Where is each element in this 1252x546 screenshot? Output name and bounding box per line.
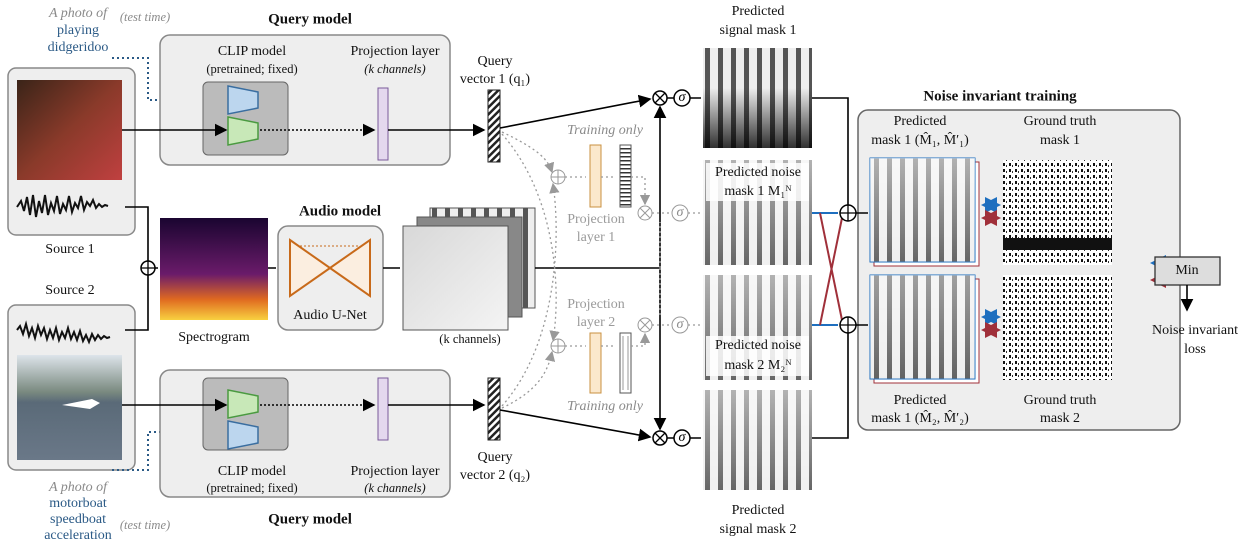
nit-title: Noise invariant training [923, 88, 1077, 104]
spectrogram [160, 218, 268, 320]
query-vector-label: Query [478, 450, 513, 465]
text-query-line: speedboat [50, 512, 106, 527]
text-query-line: didgeridoo [48, 40, 109, 55]
arrow [820, 213, 842, 320]
mask-label: Predicted [732, 4, 785, 19]
projection-label: layer 1 [577, 230, 615, 245]
pred-label: mask 1 (M̂₁, M̂′₁) [871, 132, 969, 149]
source-label: Source 2 [45, 283, 94, 298]
mask-label: Predicted noise [715, 338, 801, 353]
query-vector [488, 90, 500, 162]
mask-shade [870, 158, 975, 262]
query-vector-label: vector 2 (q₂) [460, 468, 531, 483]
feature-map [403, 226, 508, 330]
min-label: Min [1175, 263, 1198, 278]
query-vector-label: vector 1 (q₁) [460, 72, 531, 87]
mask-label: signal mask 2 [720, 522, 797, 537]
mask-label: signal mask 1 [720, 23, 797, 38]
mask-label: mask 1 M₁ᴺ [724, 184, 792, 199]
arrow [667, 98, 701, 438]
query-vector-label: Query [478, 54, 513, 69]
text-query-line: acceleration [44, 528, 112, 543]
unet-label: Audio U-Net [293, 308, 367, 323]
arrow [565, 177, 645, 204]
sigma: σ [679, 430, 687, 445]
spectrogram-label: Spectrogram [178, 330, 250, 345]
query-model-title: Query model [268, 511, 352, 527]
projection-label: Projection [567, 212, 625, 227]
train-arrow [502, 132, 552, 172]
noise-vector [620, 145, 631, 207]
clip-label: CLIP model [218, 464, 286, 479]
projection-label: Projection [567, 297, 625, 312]
text-query: A photo of motorboat speedboat accelerat… [44, 480, 170, 543]
projection-layer [378, 88, 388, 160]
mask-shade [870, 275, 975, 379]
text-query-line: A photo of [48, 480, 109, 495]
pred-label: mask 1 (M̂₂, M̂′₂) [871, 410, 969, 427]
noise-vector [620, 333, 631, 393]
photo [17, 355, 122, 460]
text-query-line: motorboat [49, 496, 107, 511]
audio-model-title: Audio model [299, 203, 381, 219]
mask-shade [703, 48, 812, 148]
pred-label: Predicted [894, 114, 947, 129]
loss-label: loss [1184, 342, 1206, 357]
projection-label: layer 2 [577, 315, 615, 330]
clip-note: (pretrained; fixed) [206, 481, 297, 495]
arrow [820, 218, 842, 325]
source-label: Source 1 [45, 242, 94, 257]
mask-label: mask 2 M₂ᴺ [724, 358, 792, 373]
projection-label: Projection layer [350, 44, 439, 59]
gt-band [1003, 238, 1112, 250]
photo [17, 80, 122, 180]
train-arrow [502, 352, 552, 408]
gt-label: mask 2 [1040, 411, 1080, 426]
projection-label: Projection layer [350, 464, 439, 479]
clip-note: (pretrained; fixed) [206, 62, 297, 76]
sigma: σ [679, 90, 687, 105]
gt-label: Ground truth [1024, 393, 1097, 408]
text-query-line: playing [57, 23, 99, 38]
channels-label: (k channels) [439, 332, 500, 346]
training-only: Training only [567, 123, 644, 138]
arrow [812, 98, 848, 205]
loss-label: Noise invariant [1152, 323, 1238, 338]
mask-label: Predicted noise [715, 165, 801, 180]
arrow [812, 333, 848, 438]
arrow [565, 334, 645, 346]
projection-note: (k channels) [364, 481, 425, 495]
pred-label: Predicted [894, 393, 947, 408]
query-vector [488, 378, 500, 440]
sigma: σ [677, 205, 685, 220]
training-only: Training only [567, 399, 644, 414]
projection-note: (k channels) [364, 62, 425, 76]
query-model-title: Query model [268, 11, 352, 27]
gt-label: mask 1 [1040, 133, 1080, 148]
diagram: A photo of playing didgeridoo (test time… [0, 0, 1252, 546]
sigma: σ [677, 317, 685, 332]
projection-layer [590, 145, 601, 207]
mask-label: Predicted [732, 503, 785, 518]
projection-layer [378, 378, 388, 440]
projection-layer [590, 333, 601, 393]
gt-mask [1003, 275, 1112, 380]
text-query-line: A photo of [48, 6, 109, 21]
mask-shade [703, 390, 812, 490]
test-time: (test time) [120, 10, 170, 24]
test-time: (test time) [120, 518, 170, 532]
clip-label: CLIP model [218, 44, 286, 59]
text-query: A photo of playing didgeridoo (test time… [48, 6, 171, 55]
gt-label: Ground truth [1024, 114, 1097, 129]
